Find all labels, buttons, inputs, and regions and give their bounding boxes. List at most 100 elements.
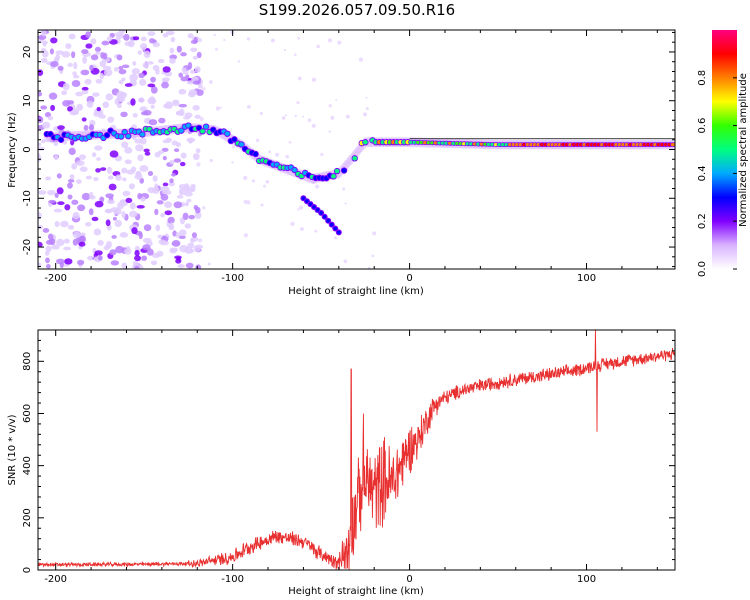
noise-speck [231,146,235,149]
noise-blob [169,57,176,64]
noise-speck [358,57,364,62]
noise-blob [142,244,151,251]
noise-blob [56,238,65,247]
colorbar-tick-label: 0.4 [697,165,708,181]
y-tick-label: 400 [22,456,33,475]
noise-speck [297,37,301,40]
noise-blob [99,60,107,68]
noise-blob [178,72,184,78]
noise-blob [132,61,137,66]
noise-blob [158,117,166,124]
noise-blob [95,78,103,84]
noise-blob [196,51,202,59]
noise-blob [155,68,160,75]
noise-speck [314,184,320,189]
noise-blob [107,116,115,123]
noise-blob [189,237,195,244]
snr-axes: -200 -100 0 100 0 200 400 600 800 [22,329,676,585]
noise-blob [119,232,129,238]
x-tick-label: 0 [406,574,412,585]
noise-blob [100,167,107,171]
noise-blob [78,241,86,247]
noise-blob [121,211,126,219]
noise-speck [290,221,295,227]
track-core [122,129,128,135]
noise-blob [44,250,50,256]
noise-blob [48,92,58,100]
noise-blob [121,262,128,269]
noise-blob [124,146,133,154]
noise-blob [140,36,147,42]
noise-blob [53,154,59,161]
noise-blob [162,182,169,187]
noise-blob [160,193,169,201]
noise-blob [193,204,198,211]
noise-blob [101,40,110,46]
noise-blob [154,208,159,216]
noise-blob [182,212,189,221]
noise-blob [45,176,52,181]
track-core [104,132,110,138]
spectrogram-ylabel: Frequency (Hz) [7,112,18,188]
noise-speck [201,87,206,91]
track-core [253,151,259,157]
noise-speck [365,96,368,99]
noise-blob [102,101,109,109]
noise-blob [187,33,194,39]
noise-blob [182,70,189,75]
noise-blob [137,97,145,103]
noise-blob [120,111,128,118]
noise-blob [193,245,201,252]
noise-speck [342,187,346,191]
noise-blob [121,77,126,82]
noise-blob [124,248,132,255]
noise-blob [165,30,175,36]
y-tick-label: 800 [22,352,33,371]
track-core [331,174,336,179]
noise-blob [56,258,65,265]
colorbar-ticks: 0.0 0.2 0.4 0.6 0.8 [697,70,737,277]
noise-blob [85,175,92,180]
noise-blob [57,125,65,130]
noise-blob [131,68,141,75]
noise-blob [139,78,147,86]
noise-blob [41,139,46,144]
figure-title: S199.2026.057.09.50.R16 [259,1,455,19]
noise-blob [163,103,170,109]
noise-blob [71,51,76,59]
noise-blob [118,66,124,70]
noise-blob [177,264,185,268]
y-tick-label: 10 [22,94,33,107]
noise-blob [114,219,122,228]
y-tick-label: 0 [22,146,33,152]
noise-blob [109,150,119,158]
noise-blob [130,98,136,106]
noise-blob [186,198,192,203]
noise-speck [265,179,270,184]
noise-blob [110,207,120,212]
noise-blob [178,88,187,95]
y-tick-label: 200 [22,508,33,527]
noise-blob [136,204,145,209]
track-core [232,137,237,142]
noise-blob [85,31,91,39]
noise-blob [163,201,173,208]
track-core [352,156,358,161]
noise-blob [139,137,147,145]
tail-core [319,211,323,215]
noise-speck [215,106,221,111]
noise-blob [147,83,156,88]
noise-blob [50,37,58,44]
noise-blob [190,185,196,192]
snr-panel: -200 -100 0 100 0 200 400 600 800 Height of stra… [7,329,676,597]
noise-blob [69,110,79,116]
noise-speck [223,38,226,42]
noise-blob [138,72,145,79]
noise-blob [168,181,175,187]
noise-speck [281,116,286,120]
noise-blob [88,124,95,131]
noise-blob [38,91,43,97]
noise-speck [215,47,218,51]
